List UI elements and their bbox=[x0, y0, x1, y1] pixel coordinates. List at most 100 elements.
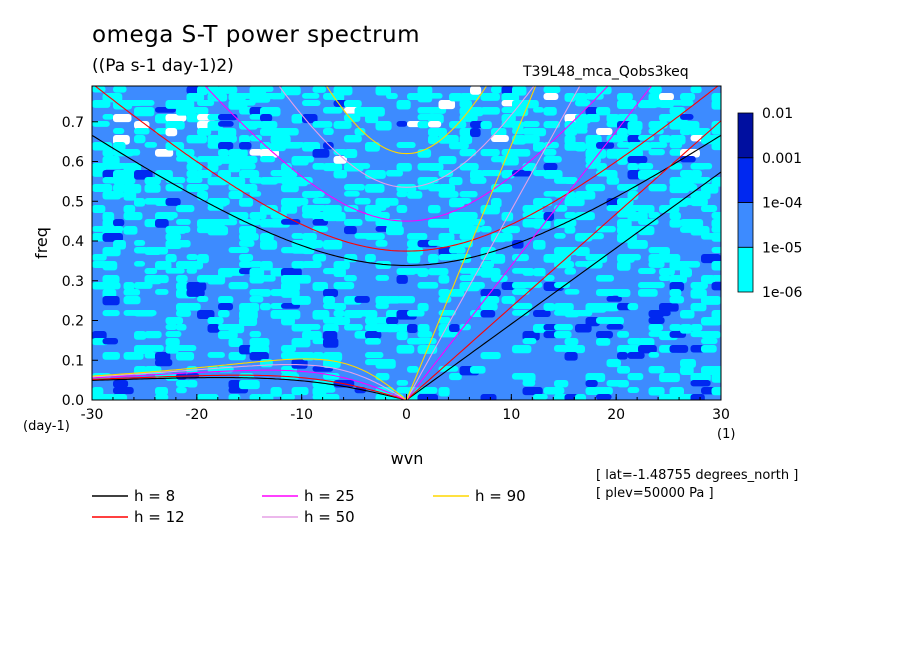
heat-cell bbox=[711, 128, 721, 135]
heat-cell bbox=[323, 163, 343, 172]
heat-cell bbox=[176, 387, 187, 394]
heat-cell bbox=[648, 86, 662, 94]
heat-cell bbox=[711, 373, 721, 383]
heat-cell bbox=[207, 226, 229, 236]
heat-cell bbox=[228, 380, 242, 390]
rossby-curve-h12 bbox=[92, 374, 407, 400]
heat-cell bbox=[207, 324, 220, 333]
heat-cell bbox=[690, 394, 705, 400]
heat-cell bbox=[522, 205, 544, 213]
heat-cell bbox=[354, 296, 370, 303]
rossby-curve-h90 bbox=[92, 358, 407, 400]
heat-cell bbox=[312, 86, 327, 93]
heat-cell bbox=[155, 247, 169, 255]
heat-cell bbox=[260, 303, 271, 311]
colorbar: 1e-06 1e-05 1e-04 0.001 0.01 bbox=[737, 106, 802, 301]
heat-cell bbox=[480, 170, 502, 177]
heat-cell bbox=[407, 254, 421, 264]
heat-cell bbox=[165, 212, 178, 219]
heat-cell bbox=[312, 121, 333, 128]
heat-cell bbox=[533, 268, 546, 277]
heat-cell bbox=[365, 317, 379, 325]
heat-cell bbox=[690, 289, 707, 299]
heat-cell bbox=[627, 373, 644, 381]
heat-cell bbox=[438, 100, 456, 110]
y-tick-label: 0.1 bbox=[62, 353, 84, 369]
heat-cell bbox=[701, 163, 713, 170]
heat-cell bbox=[648, 282, 665, 289]
heat-cell bbox=[239, 107, 253, 115]
heat-cell bbox=[197, 184, 209, 191]
heat-cell bbox=[302, 156, 315, 163]
heat-cell bbox=[596, 331, 613, 339]
heat-cell bbox=[659, 247, 670, 256]
heat-cell bbox=[291, 359, 308, 369]
heat-cell bbox=[102, 114, 114, 120]
heat-cell bbox=[459, 191, 478, 198]
heat-cell bbox=[396, 275, 408, 284]
heat-cell bbox=[701, 338, 718, 345]
heat-cell bbox=[312, 149, 330, 158]
heat-cell bbox=[407, 191, 423, 199]
heat-cell bbox=[407, 324, 418, 333]
heat-cell bbox=[669, 324, 682, 331]
heat-cell bbox=[648, 142, 668, 148]
heat-cell bbox=[281, 163, 292, 173]
heat-cell bbox=[92, 170, 105, 177]
heat-cell bbox=[186, 254, 198, 261]
rossby-curve-h25 bbox=[92, 369, 407, 400]
heat-cell bbox=[302, 233, 317, 241]
heat-cell bbox=[228, 191, 243, 200]
heat-cell bbox=[501, 296, 516, 304]
heat-cell bbox=[711, 100, 721, 110]
heat-cell bbox=[354, 163, 371, 169]
heat-cell bbox=[239, 198, 254, 207]
heat-cell bbox=[669, 254, 681, 263]
kelvin-curve-h12 bbox=[406, 120, 721, 400]
legend: h = 8 h = 12 h = 25 h = 50 h = 90 bbox=[92, 487, 526, 526]
experiment-name: T39L48_mca_Qobs3keq bbox=[523, 64, 689, 80]
heat-cell bbox=[575, 212, 595, 221]
heat-cell bbox=[711, 219, 721, 228]
heat-cell bbox=[575, 100, 591, 107]
heat-cell bbox=[669, 212, 681, 220]
heat-cell bbox=[123, 289, 141, 296]
heat-cell bbox=[365, 170, 386, 179]
heat-cell bbox=[575, 394, 587, 400]
heat-cell bbox=[459, 233, 475, 240]
heat-cell bbox=[543, 170, 563, 179]
pressure-level-info: [ plev=50000 Pa ] bbox=[596, 486, 714, 501]
heat-cell bbox=[312, 254, 327, 262]
heat-cell bbox=[186, 303, 201, 311]
heat-cell bbox=[291, 142, 306, 148]
heat-cell bbox=[648, 387, 665, 396]
heat-cell bbox=[134, 100, 155, 106]
heat-cell bbox=[260, 156, 276, 163]
heat-cell bbox=[522, 380, 536, 387]
heat-cell bbox=[155, 352, 171, 362]
colorbar-swatch bbox=[737, 157, 754, 203]
heat-cell bbox=[428, 163, 444, 171]
heat-cell bbox=[438, 296, 452, 303]
heat-cell bbox=[533, 394, 548, 400]
heat-cell bbox=[323, 107, 343, 114]
inertia-gravity-curve-h50 bbox=[278, 86, 535, 188]
heat-cell bbox=[596, 163, 608, 171]
heat-cell bbox=[491, 184, 512, 193]
heat-cell bbox=[522, 268, 535, 276]
heat-cell bbox=[617, 380, 629, 388]
heat-cell bbox=[564, 345, 586, 354]
heat-cell bbox=[491, 254, 506, 264]
heat-cell bbox=[270, 135, 291, 144]
heat-cell bbox=[312, 240, 324, 249]
heat-cell bbox=[396, 163, 412, 172]
heat-cell bbox=[134, 198, 146, 207]
y-tick-label: 0.2 bbox=[62, 314, 84, 330]
heat-cell bbox=[711, 387, 721, 396]
heat-cell bbox=[512, 289, 530, 295]
heat-cell bbox=[281, 205, 298, 214]
heat-cell bbox=[291, 114, 304, 124]
heat-cell bbox=[680, 366, 694, 376]
colorbar-label: 0.001 bbox=[762, 151, 802, 167]
heat-cell bbox=[144, 345, 164, 352]
